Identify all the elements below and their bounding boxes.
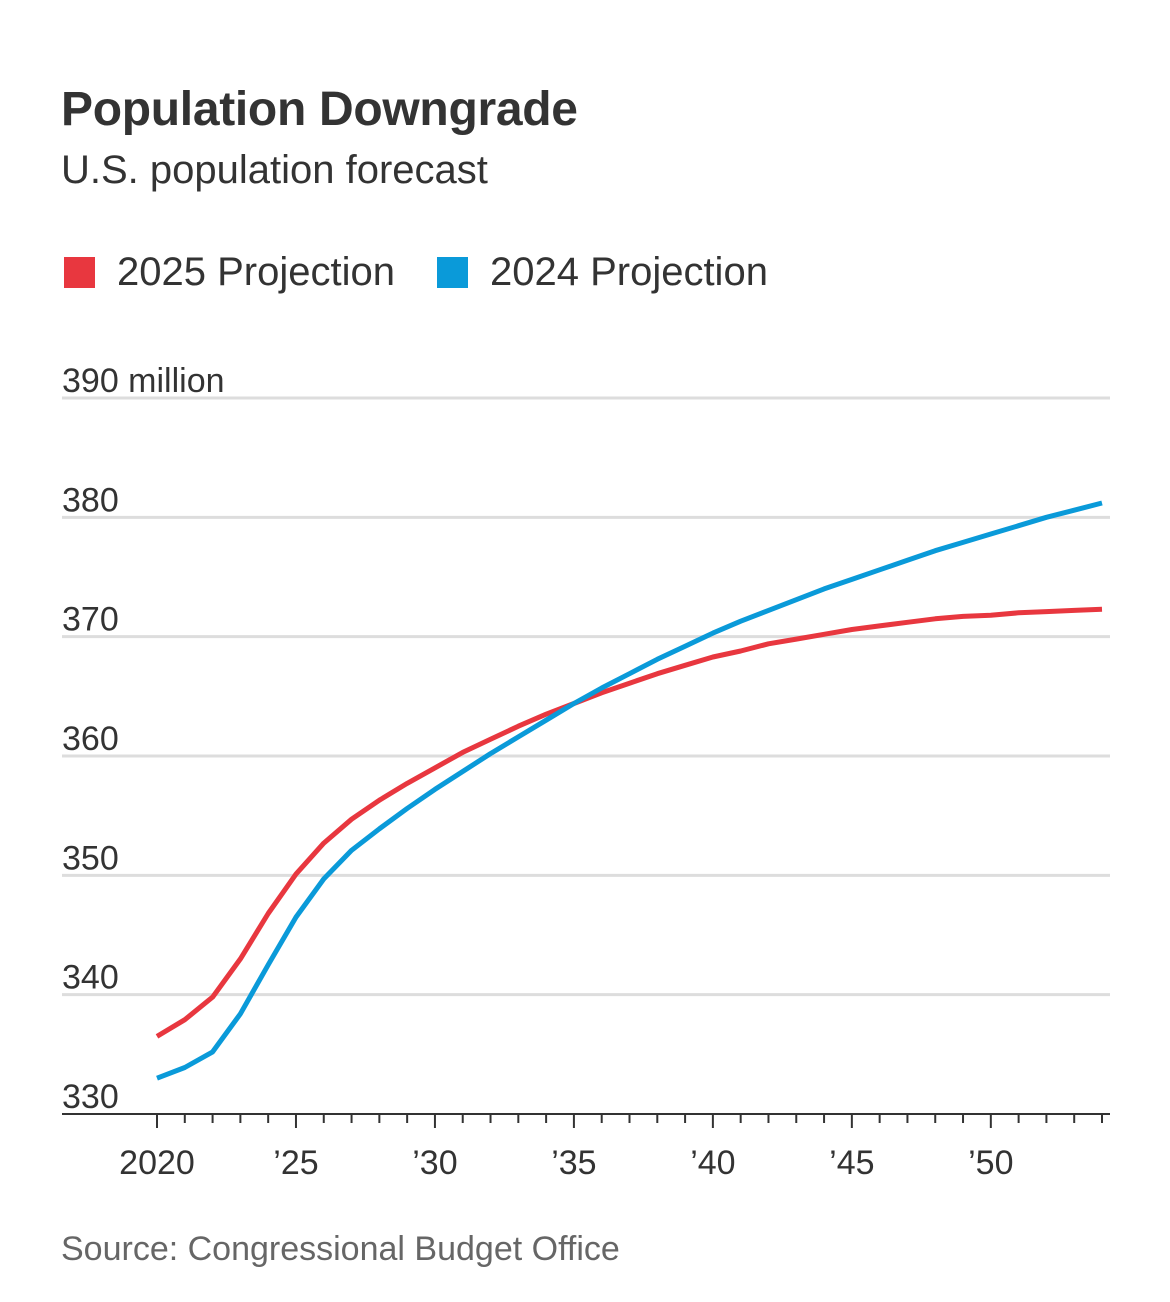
- y-axis-labels: 390 million 380 370 360 350 340 330: [62, 362, 225, 1116]
- x-tick-label-2020: 2020: [119, 1144, 195, 1182]
- legend-swatch-2024: [436, 257, 468, 288]
- x-axis: 2020 ’25 ’30 ’35 ’40 ’45 ’50: [62, 1113, 1110, 1182]
- y-tick-label-330: 330: [62, 1078, 119, 1116]
- source-note: Source: Congressional Budget Office: [61, 1230, 620, 1268]
- chart-subtitle: U.S. population forecast: [61, 148, 488, 192]
- y-tick-label-370: 370: [62, 601, 119, 639]
- y-tick-label-360: 360: [62, 720, 119, 758]
- legend-item-2025: 2025 Projection: [64, 250, 395, 295]
- gridlines: [62, 396, 1110, 997]
- series-line-2025-projection: [155, 606, 1103, 1039]
- legend-item-2024: 2024 Projection: [436, 250, 768, 295]
- x-tick-label-2035: ’35: [551, 1144, 596, 1182]
- x-tick-label-2040: ’40: [690, 1144, 735, 1182]
- y-tick-label-350: 350: [62, 839, 119, 877]
- series-lines: [155, 500, 1103, 1081]
- x-tick-label-2050: ’50: [968, 1144, 1013, 1182]
- x-tick-label-2045: ’45: [829, 1144, 874, 1182]
- legend-label-2024: 2024 Projection: [489, 250, 768, 294]
- series-line-2024-projection: [156, 500, 1103, 1081]
- legend: 2025 Projection 2024 Projection: [64, 250, 810, 295]
- y-tick-label-390: 390 million: [62, 362, 225, 400]
- legend-label-2025: 2025 Projection: [117, 250, 395, 294]
- legend-swatch-2025: [64, 257, 95, 288]
- x-tick-label-2030: ’30: [412, 1144, 457, 1182]
- chart-title: Population Downgrade: [61, 83, 578, 136]
- x-tick-label-2025: ’25: [273, 1144, 318, 1182]
- y-tick-label-380: 380: [62, 481, 119, 519]
- y-tick-label-340: 340: [62, 959, 119, 997]
